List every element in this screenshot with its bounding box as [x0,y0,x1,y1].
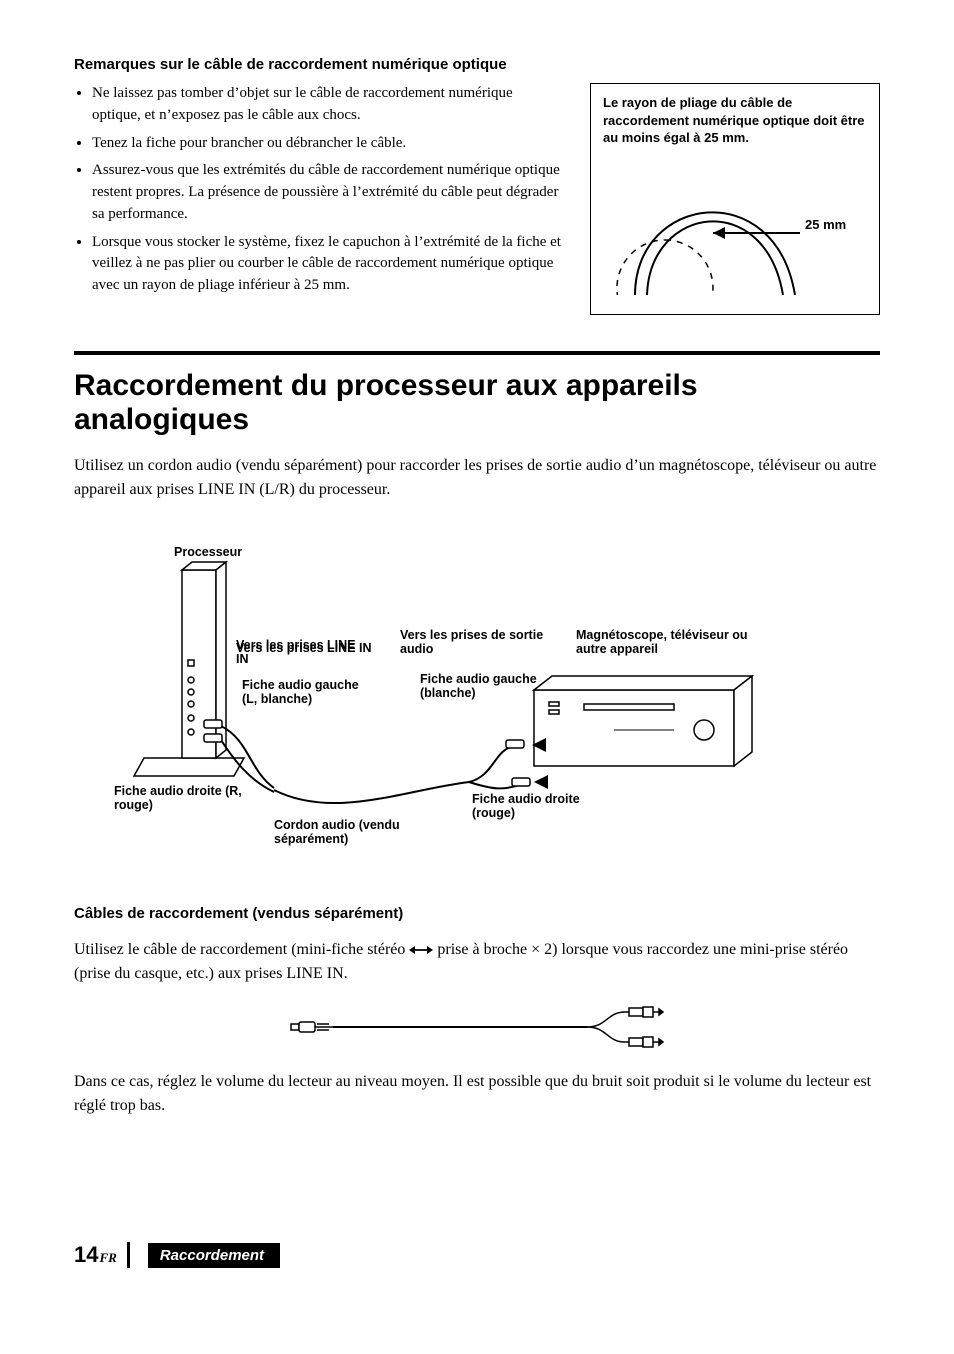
callout-title: Le rayon de pliage du câble de raccordem… [603,94,867,147]
page-number: 14FR [74,1242,117,1268]
page-footer: 14FR Raccordement [74,1242,280,1268]
cables-para-1: Utilisez le câble de raccordement (mini-… [74,938,880,986]
svg-text:Processeur: Processeur [174,545,242,559]
bullet-item: Tenez la fiche pour brancher ou débranch… [92,133,562,155]
cables-subhead: Câbles de raccordement (vendus séparémen… [74,905,880,922]
bend-radius-diagram: 25 mm [603,155,867,295]
stereo-cable-icon [287,1002,667,1052]
section-rule [74,351,880,355]
dim-label: 25 mm [805,217,846,232]
connection-diagram: Processeur [74,540,754,870]
cables-para-1a: Utilisez le câble de raccordement (mini-… [74,941,409,958]
bullet-item: Lorsque vous stocker le système, fixez l… [92,232,562,297]
analog-heading: Raccordement du processeur aux appareils… [74,369,880,438]
optical-bullets: Ne laissez pas tomber d’objet sur le câb… [74,83,562,315]
bullet-item: Ne laissez pas tomber d’objet sur le câb… [92,83,562,127]
analog-intro: Utilisez un cordon audio (vendu séparéme… [74,454,880,502]
bullet-item: Assurez-vous que les extrémités du câble… [92,160,562,225]
optical-notes-heading: Remarques sur le câble de raccordement n… [74,56,880,73]
bend-radius-callout: Le rayon de pliage du câble de raccordem… [590,83,880,315]
footer-divider [127,1242,130,1268]
optical-two-col: Ne laissez pas tomber d’objet sur le câb… [74,83,880,315]
cables-para-2: Dans ce cas, réglez le volume du lecteur… [74,1070,880,1118]
page: Remarques sur le câble de raccordement n… [0,0,954,1354]
double-arrow-icon [409,945,433,955]
footer-section: Raccordement [148,1243,280,1268]
